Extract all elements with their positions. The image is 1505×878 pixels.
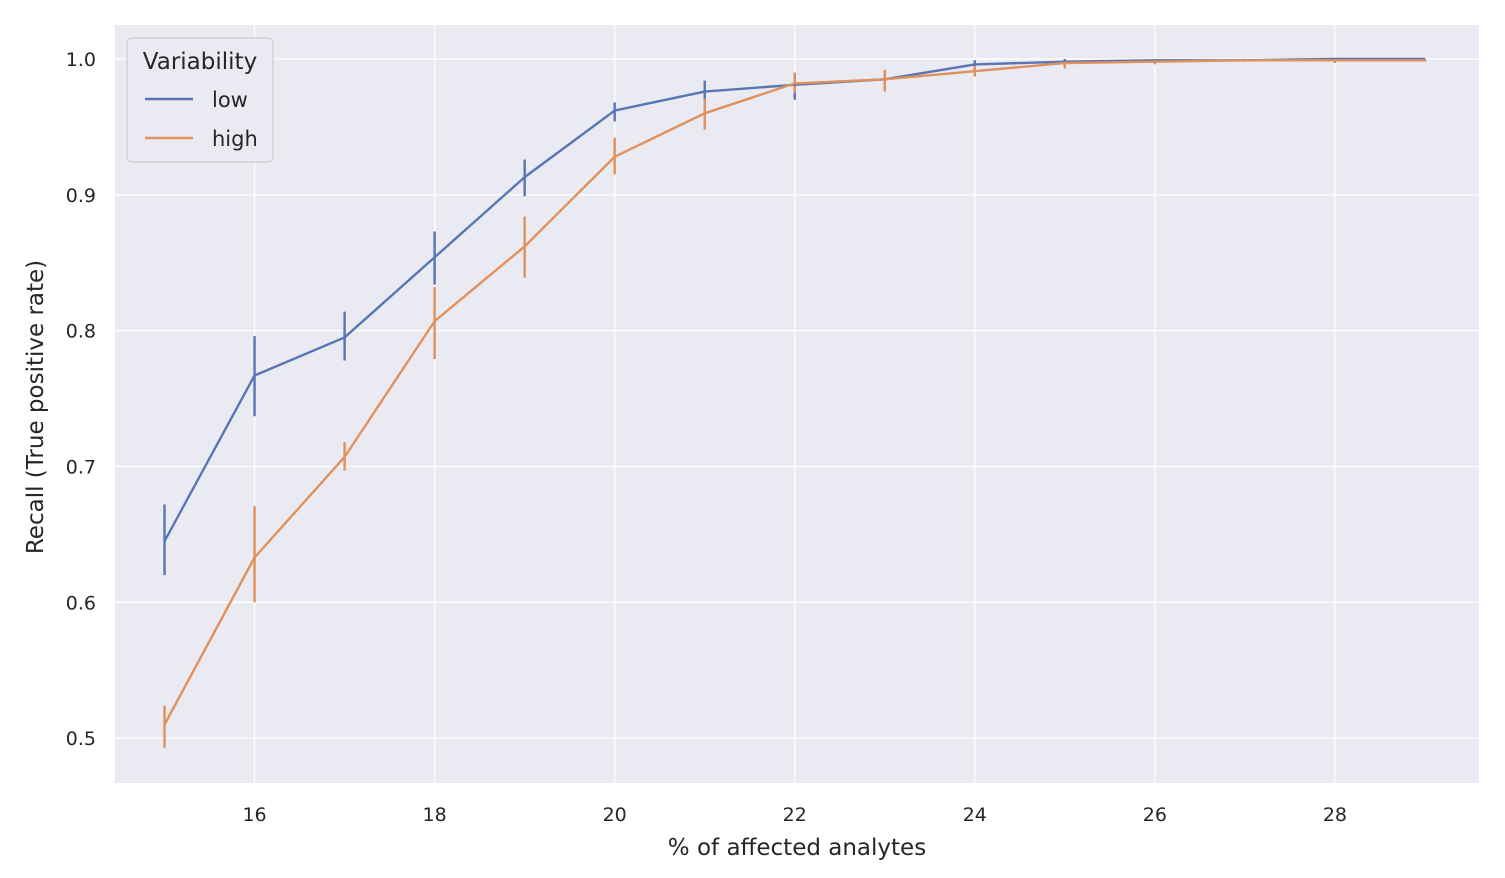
x-tick-label: 26 [1143, 804, 1167, 826]
plot-background [115, 25, 1479, 783]
tick-labels: 16 18 20 22 24 26 28 0.5 0.6 0.7 0.8 0.9 1.0 [66, 49, 1347, 826]
legend-title: Variability [143, 49, 257, 75]
y-tick-label: 0.5 [66, 728, 96, 750]
y-tick-label: 0.6 [66, 592, 96, 614]
legend-label-low: low [212, 88, 248, 112]
x-tick-label: 16 [242, 804, 266, 826]
y-tick-label: 0.8 [66, 321, 96, 343]
x-tick-label: 20 [603, 804, 627, 826]
x-axis-label: % of affected analytes [668, 835, 926, 861]
series-line-high [163, 59, 1425, 726]
y-tick-label: 0.7 [66, 456, 96, 478]
legend-label-high: high [212, 127, 258, 151]
y-tick-label: 0.9 [66, 185, 96, 207]
grid [115, 25, 1479, 783]
series-lines [163, 57, 1425, 726]
x-tick-label: 22 [783, 804, 807, 826]
legend-box [126, 37, 274, 163]
y-axis-label: Recall (True positive rate) [23, 260, 49, 554]
x-tick-label: 28 [1323, 804, 1347, 826]
x-tick-label: 18 [423, 804, 447, 826]
y-tick-label: 1.0 [66, 49, 96, 71]
x-tick-label: 24 [963, 804, 987, 826]
legend: Variability low high [126, 37, 274, 163]
